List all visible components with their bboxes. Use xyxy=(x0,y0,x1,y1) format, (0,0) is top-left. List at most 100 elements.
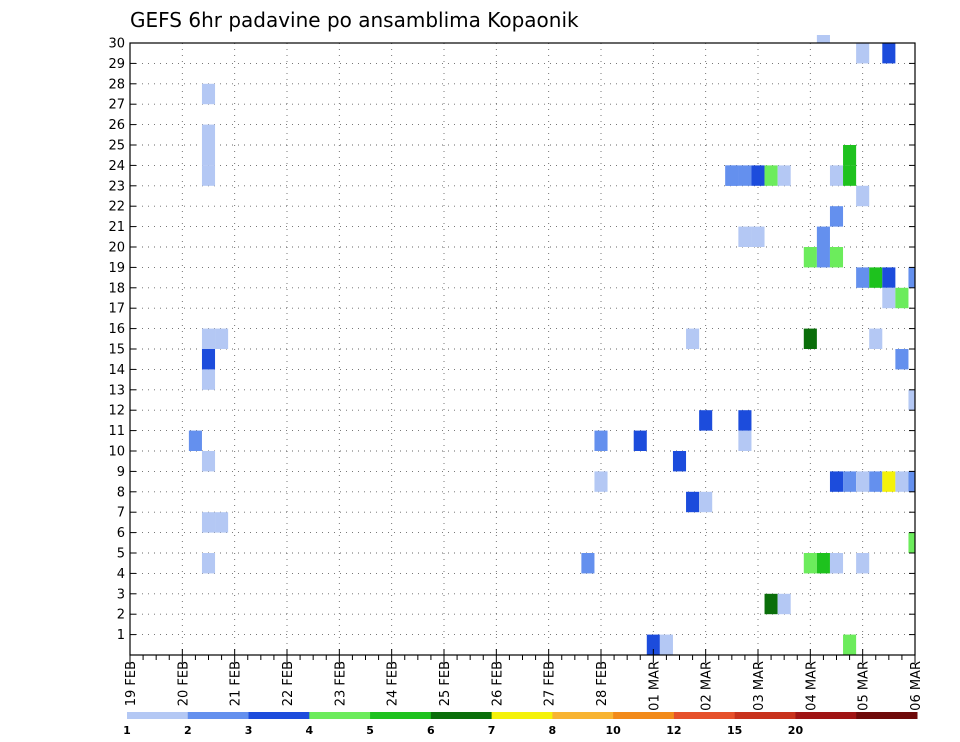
heat-cell xyxy=(201,145,216,166)
x-tick-label: 24 FEB xyxy=(386,661,401,706)
heat-cell xyxy=(908,267,915,288)
x-tick-label: 06 MAR xyxy=(909,661,924,711)
heat-cell xyxy=(738,410,752,431)
colorbar-swatch xyxy=(309,712,371,719)
heat-cell xyxy=(856,43,870,64)
colorbar-label: 4 xyxy=(305,724,313,737)
heat-cell xyxy=(725,165,739,186)
colorbar-label: 8 xyxy=(549,724,557,737)
heat-cell xyxy=(908,389,915,411)
y-tick-label: 26 xyxy=(108,118,125,133)
y-tick-label: 18 xyxy=(108,281,125,296)
heat-cell xyxy=(581,553,595,574)
heat-cell xyxy=(686,491,700,513)
x-tick-label: 20 FEB xyxy=(176,661,191,706)
x-tick-label: 23 FEB xyxy=(333,661,348,706)
heat-cell xyxy=(188,430,202,451)
colorbar-swatch xyxy=(248,712,310,719)
y-tick-label: 6 xyxy=(117,526,125,541)
heat-cell xyxy=(764,593,778,615)
y-tick-label: 19 xyxy=(108,261,125,276)
cells-layer xyxy=(188,35,915,655)
colorbar-label: 15 xyxy=(727,724,742,737)
heat-cell xyxy=(843,145,857,166)
heat-cell xyxy=(803,553,817,574)
heat-cell xyxy=(895,287,909,309)
heat-cell xyxy=(594,471,608,492)
y-tick-label: 30 xyxy=(108,37,125,52)
x-tick-label: 22 FEB xyxy=(281,661,296,706)
heat-cell xyxy=(672,451,687,472)
colorbar-legend: 1 2 3 4 5 6 7 8 10 12 15 20 xyxy=(123,712,918,737)
heat-cell xyxy=(843,471,857,492)
heat-cell xyxy=(659,634,673,655)
colorbar-swatch xyxy=(613,712,675,719)
heat-cell xyxy=(869,471,883,492)
heat-cell xyxy=(829,206,844,227)
heat-cell xyxy=(777,593,791,615)
x-tick-label: 27 FEB xyxy=(543,661,558,706)
heat-cell xyxy=(803,328,817,349)
heat-cell xyxy=(215,512,229,533)
y-tick-label: 10 xyxy=(108,445,125,460)
x-tick-label: 26 FEB xyxy=(490,661,505,706)
heat-cell xyxy=(882,287,896,309)
heat-cell xyxy=(699,491,713,513)
heat-cell xyxy=(201,349,216,370)
x-axis: 19 FEB 20 FEB 21 FEB 22 FEB 23 FEB 24 FEB 25 F… xyxy=(124,649,924,711)
colorbar-label: 7 xyxy=(488,724,496,737)
y-tick-label: 25 xyxy=(108,139,125,154)
heat-cell xyxy=(215,328,229,349)
heat-cell xyxy=(594,430,608,451)
heat-cell xyxy=(646,634,660,655)
heat-cell xyxy=(856,267,870,288)
heat-cell xyxy=(882,471,896,492)
heat-cell xyxy=(201,512,216,533)
y-tick-label: 17 xyxy=(108,302,125,317)
heat-cell xyxy=(816,553,830,574)
y-tick-label: 22 xyxy=(108,200,125,215)
y-tick-label: 4 xyxy=(117,567,125,582)
heat-cell xyxy=(843,165,857,186)
heat-cell xyxy=(201,369,216,390)
heat-cell xyxy=(829,471,844,492)
heat-cell xyxy=(201,83,216,105)
heat-cell xyxy=(764,165,778,186)
colorbar-swatch xyxy=(491,712,553,719)
colorbar-label: 3 xyxy=(245,724,253,737)
heat-cell xyxy=(633,430,647,451)
colorbar-swatch xyxy=(673,712,736,719)
y-tick-label: 1 xyxy=(117,628,125,643)
heat-cell xyxy=(895,471,909,492)
heat-cell xyxy=(803,247,817,268)
heat-cell xyxy=(869,267,883,288)
colorbar-label: 10 xyxy=(605,724,621,737)
heat-cell xyxy=(201,328,216,349)
heat-cell xyxy=(816,226,830,247)
heat-cell xyxy=(699,410,713,431)
colorbar-label: 20 xyxy=(788,724,804,737)
colorbar-label: 5 xyxy=(366,724,374,737)
y-tick-label: 21 xyxy=(108,220,125,235)
heat-cell xyxy=(201,553,216,574)
colorbar-swatch xyxy=(795,712,857,719)
x-tick-label: 21 FEB xyxy=(229,661,244,706)
heat-cell xyxy=(201,451,216,472)
heat-cell xyxy=(201,124,216,145)
chart-title: GEFS 6hr padavine po ansamblima Kopaonik xyxy=(130,8,579,32)
colorbar-label: 2 xyxy=(184,724,192,737)
heat-cell xyxy=(738,430,752,451)
y-tick-label: 9 xyxy=(117,465,125,480)
heat-cell xyxy=(201,165,216,186)
heat-cell xyxy=(686,328,700,349)
y-tick-label: 11 xyxy=(108,424,125,439)
colorbar-swatch xyxy=(734,712,796,719)
colorbar-swatch xyxy=(187,712,250,719)
y-tick-label: 15 xyxy=(108,343,125,358)
y-tick-label: 16 xyxy=(108,322,125,337)
colorbar-swatch xyxy=(370,712,432,719)
y-tick-label: 14 xyxy=(108,363,125,378)
colorbar-swatch xyxy=(430,712,493,719)
heat-cell xyxy=(738,165,752,186)
